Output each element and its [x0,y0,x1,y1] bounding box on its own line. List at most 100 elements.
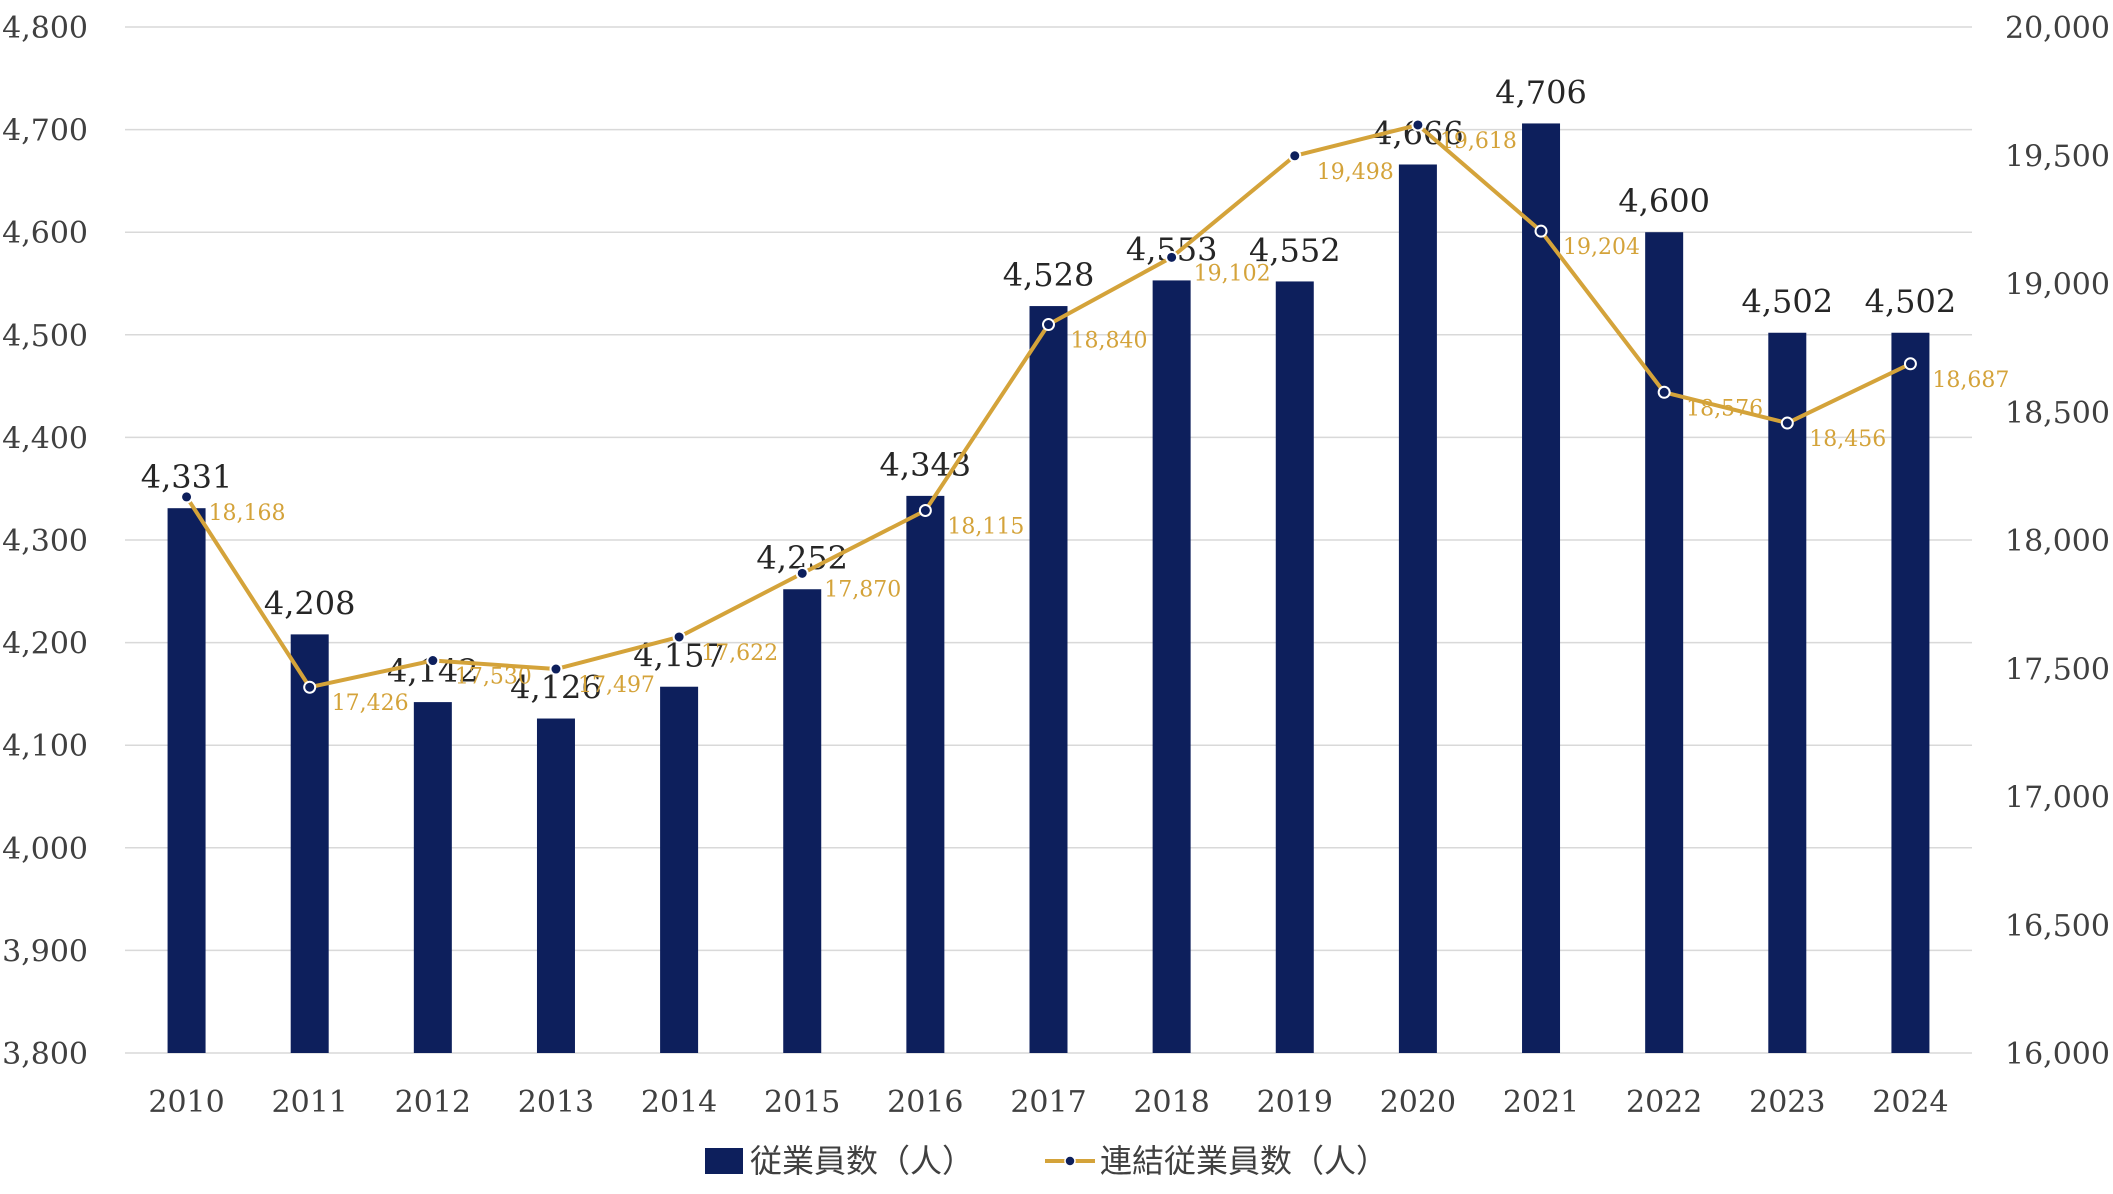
right-y-axis: 20,000 19,500 19,000 18,500 18,000 17,500 17,0… [2005,11,2110,1072]
line-point-2021 [1534,224,1548,238]
left-y-tick-label: 4,200 [2,627,88,662]
line-point-2023 [1780,416,1794,430]
x-tick-label: 2022 [1626,1085,1702,1120]
bar-value-label: 4,502 [1865,283,1957,321]
bar-2022 [1645,232,1684,1053]
line-value-label: 18,456 [1809,427,1886,452]
left-y-tick-label: 4,100 [2,729,88,764]
bar-2013 [536,718,575,1053]
bar-value-label: 4,528 [1003,256,1095,294]
bar-2015 [783,589,822,1053]
line-value-label: 18,687 [1932,368,2009,393]
line-labels: 18,168 17,426 17,530 17,497 17,622 17,870 18,1… [209,129,2010,716]
right-y-tick-label: 18,500 [2005,396,2110,431]
bar-2019 [1275,281,1314,1053]
line-point-2020 [1411,118,1425,132]
x-tick-label: 2016 [887,1085,963,1120]
bar-2012 [413,702,452,1053]
x-tick-label: 2024 [1872,1085,1948,1120]
bar-2021 [1522,123,1561,1054]
legend-swatch-bar [705,1148,743,1174]
bar-2024 [1891,332,1930,1053]
left-y-tick-label: 4,500 [2,319,88,354]
line-point-2013 [549,662,563,676]
line-value-label: 17,426 [332,691,409,716]
right-y-tick-label: 17,000 [2005,781,2110,816]
x-tick-label: 2010 [148,1085,224,1120]
line-point-2014 [672,630,686,644]
x-tick-label: 2019 [1257,1085,1333,1120]
bar-series [167,123,1930,1054]
right-y-tick-label: 17,500 [2005,652,2110,687]
bar-2010 [167,508,206,1054]
x-tick-label: 2020 [1380,1085,1456,1120]
left-y-tick-label: 4,600 [2,216,88,251]
line-point-2019 [1288,149,1302,163]
bar-2017 [1029,306,1068,1053]
line-point-2024 [1903,357,1917,371]
line-value-label: 17,622 [701,641,778,666]
bar-2020 [1398,164,1437,1053]
line-point-2012 [426,654,440,668]
right-y-tick-label: 16,000 [2005,1037,2110,1072]
bar-value-label: 4,706 [1495,73,1587,111]
line-value-label: 17,497 [578,673,655,698]
line-series [180,118,1917,694]
line-point-2015 [795,566,809,580]
left-y-tick-label: 4,300 [2,524,88,559]
bar-2014 [660,686,699,1053]
x-tick-label: 2012 [395,1085,471,1120]
x-tick-label: 2014 [641,1085,717,1120]
left-y-tick-label: 4,700 [2,114,88,149]
left-y-tick-label: 4,800 [2,11,88,46]
line-point-2022 [1657,385,1671,399]
left-y-axis: 4,800 4,700 4,600 4,500 4,400 4,300 4,200 4,100… [2,11,88,1072]
x-tick-label: 2017 [1010,1085,1086,1120]
right-y-tick-label: 16,500 [2005,909,2110,944]
left-y-tick-label: 3,900 [2,934,88,969]
bar-2016 [906,495,945,1054]
x-tick-label: 2013 [518,1085,594,1120]
bar-2018 [1152,280,1191,1053]
line-value-label: 18,115 [947,515,1024,540]
right-y-tick-label: 19,500 [2005,139,2110,174]
bar-value-label: 4,502 [1741,283,1833,321]
x-tick-label: 2018 [1133,1085,1209,1120]
right-y-tick-label: 20,000 [2005,11,2110,46]
x-tick-label: 2015 [764,1085,840,1120]
left-y-tick-label: 4,000 [2,832,88,867]
line-value-label: 18,840 [1071,329,1148,354]
bar-2023 [1768,332,1807,1053]
legend: 従業員数（人） 連結従業員数（人） [705,1142,1388,1180]
legend-swatch-marker [1064,1155,1076,1167]
bar-value-label: 4,331 [141,458,233,496]
line-point-2010 [180,490,194,504]
line-value-label: 19,618 [1440,129,1517,154]
line-value-label: 18,576 [1686,396,1763,421]
x-tick-label: 2011 [272,1085,348,1120]
line-point-2018 [1165,250,1179,264]
line-value-label: 19,102 [1194,261,1271,286]
line-value-label: 17,870 [824,577,901,602]
bar-value-label: 4,600 [1618,182,1710,220]
x-axis: 2010 2011 2012 2013 2014 2015 2016 2017 2018 2019… [148,1085,1948,1120]
left-y-tick-label: 3,800 [2,1037,88,1072]
left-y-tick-label: 4,400 [2,421,88,456]
line-value-label: 19,204 [1563,235,1640,260]
bar-2011 [290,634,329,1053]
x-tick-label: 2023 [1749,1085,1825,1120]
line-point-2016 [918,504,932,518]
line-value-label: 18,168 [209,501,286,526]
line-value-label: 19,498 [1317,160,1394,185]
legend-label-line: 連結従業員数（人） [1100,1142,1388,1180]
right-y-tick-label: 18,000 [2005,524,2110,559]
right-y-tick-label: 19,000 [2005,268,2110,303]
legend-label-bar: 従業員数（人） [750,1142,974,1180]
x-tick-label: 2021 [1503,1085,1579,1120]
bar-value-label: 4,208 [264,584,356,622]
bar-value-label: 4,552 [1249,231,1341,269]
line-point-2017 [1042,318,1055,332]
line-point-2011 [303,680,317,694]
